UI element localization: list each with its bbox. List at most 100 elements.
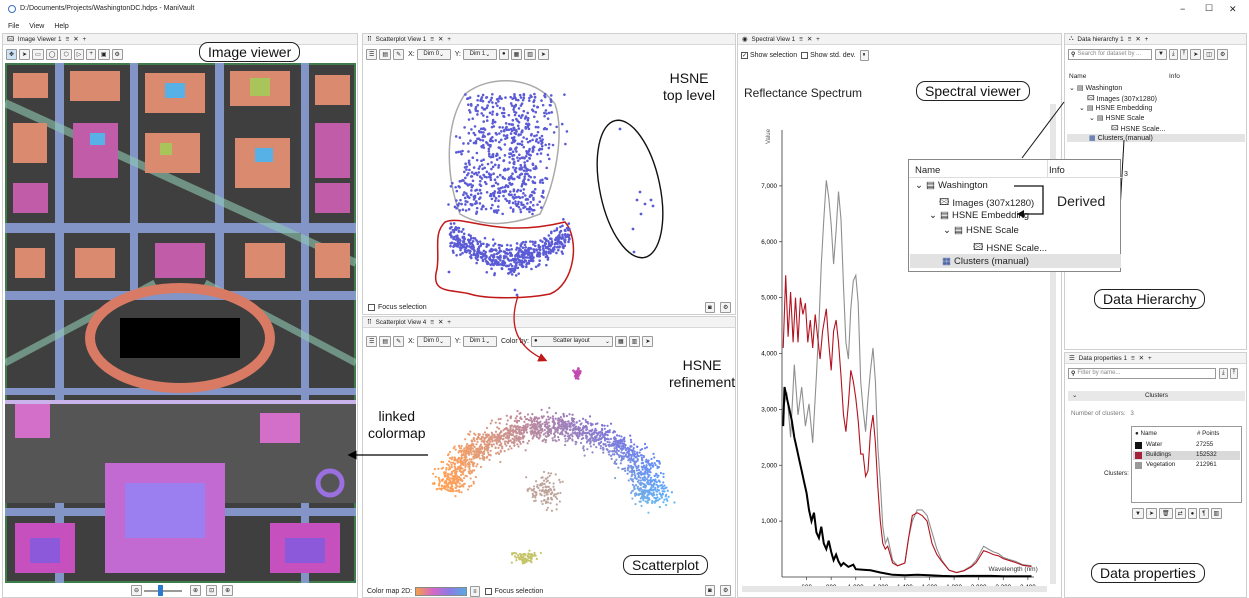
menu-icon[interactable]: ≡ — [430, 318, 434, 326]
add-icon[interactable]: + — [1144, 35, 1149, 43]
zoom-in-button[interactable]: ⊕ — [190, 585, 202, 596]
expand-button[interactable]: ⤓ — [1168, 48, 1178, 60]
tree-item-hsne-scale[interactable]: ⌄ ▤ HSNE Scale — [1089, 114, 1145, 123]
tree-item-images[interactable]: 🖾 Images (307x1280) — [1087, 95, 1157, 103]
close-icon[interactable]: ✕ — [437, 318, 444, 326]
maximize-button[interactable]: ☐ — [1205, 3, 1214, 13]
invert-button[interactable]: ▣ — [97, 48, 110, 60]
screenshot-icon[interactable]: ◙ — [705, 585, 715, 596]
color-cluster-button[interactable]: ● — [1187, 508, 1198, 519]
settings-icon[interactable]: ⚙ — [720, 302, 732, 313]
menu-icon[interactable]: ≡ — [65, 35, 70, 43]
zoom-out-button[interactable]: ⊖ — [131, 585, 143, 596]
add-icon[interactable]: + — [447, 35, 451, 43]
focus-selection-checkbox[interactable] — [484, 588, 492, 595]
vertical-scrollbar[interactable] — [1050, 104, 1056, 584]
close-icon[interactable]: ✕ — [1135, 35, 1141, 43]
zoom-slider-handle[interactable] — [158, 585, 163, 596]
screenshot-icon[interactable]: ◙ — [705, 302, 715, 313]
plot-settings-button[interactable]: ▦ — [614, 335, 627, 347]
select-button[interactable]: ➤ — [642, 335, 654, 347]
merge-cluster-button[interactable]: ⇄ — [1174, 508, 1186, 519]
x-dim-select[interactable]: Dim 0 ⌄ — [416, 48, 451, 60]
add-icon[interactable]: + — [447, 318, 451, 326]
circle-tool-button[interactable]: ◯ — [45, 48, 59, 60]
menu-icon[interactable]: ≡ — [1127, 35, 1132, 43]
cluster-row[interactable]: Vegetation 212961 — [1133, 461, 1240, 470]
brush-button[interactable]: ✎ — [393, 48, 405, 60]
search-field[interactable]: ⚲ Search for dataset by ... — [1068, 48, 1152, 60]
view-button[interactable]: ◫ — [1203, 48, 1215, 60]
y-dim-select[interactable]: Dim 1 ⌄ — [462, 48, 497, 60]
spectral-tab[interactable]: ◉ Spectral View 1 ≡ ✕ + — [738, 34, 1061, 45]
horizontal-scrollbar[interactable] — [742, 586, 1047, 592]
close-icon[interactable]: ✕ — [1138, 354, 1144, 362]
select-button[interactable]: ➤ — [1190, 48, 1202, 60]
image-viewer-tab[interactable]: 🖾 Image Viewer 1 ≡ ✕ + — [3, 34, 357, 45]
menu-icon[interactable]: ≡ — [430, 35, 434, 43]
brush-button[interactable]: ✎ — [393, 335, 405, 347]
filter-button[interactable]: ▼ — [1155, 48, 1167, 60]
expand-all-button[interactable]: ⤓ — [1219, 367, 1228, 379]
render-mode-button[interactable]: ▤ — [379, 48, 392, 60]
points-column-header[interactable]: # Points — [1197, 430, 1220, 437]
tree-item-washington[interactable]: ⌄ ▤ Washington — [1069, 84, 1123, 93]
close-icon[interactable]: ✕ — [437, 35, 444, 43]
tree-item-clusters[interactable]: ▦ Clusters (manual) — [1067, 134, 1245, 142]
scatterplot-1-canvas[interactable] — [365, 64, 733, 300]
settings-icon[interactable]: ⚙ — [720, 585, 732, 596]
colormap-select[interactable] — [415, 587, 468, 596]
menu-file[interactable]: File — [8, 22, 20, 30]
close-button[interactable]: ✕ — [1229, 4, 1237, 14]
menu-help[interactable]: Help — [54, 22, 69, 30]
color-button[interactable]: ● — [498, 48, 509, 60]
spectral-settings-button[interactable]: ⏸ — [859, 49, 869, 61]
add-icon[interactable]: + — [1147, 354, 1152, 362]
settings-button[interactable]: ⚙ — [1216, 48, 1229, 60]
menu-view[interactable]: View — [29, 22, 45, 30]
collapse-all-button[interactable]: ⤒ — [1229, 367, 1239, 379]
name-column-header[interactable]: Name — [1069, 73, 1087, 80]
cluster-row[interactable]: Water 27255 — [1133, 441, 1240, 450]
prefix-cluster-button[interactable]: ¶ — [1199, 508, 1209, 519]
lasso-tool-button[interactable]: ⬡ — [60, 48, 72, 60]
add-icon[interactable]: + — [816, 35, 820, 43]
cluster-row[interactable]: Buildings 152532 — [1133, 451, 1240, 460]
focus-selection-checkbox[interactable] — [368, 304, 375, 311]
x-dim-select[interactable]: Dim 0 ⌄ — [416, 335, 451, 347]
show-selection-checkbox[interactable]: ✓ — [741, 51, 748, 59]
menu-icon[interactable]: ≡ — [1130, 354, 1135, 362]
subset-button[interactable]: ▥ — [524, 48, 536, 60]
colormap-options-button[interactable]: ≡ — [470, 586, 480, 597]
info-column-header[interactable]: Info — [1169, 73, 1180, 80]
plot-settings-button[interactable]: ▦ — [510, 48, 523, 60]
filter-cluster-button[interactable]: ▼ — [1132, 508, 1144, 519]
scatterplot-1-tab[interactable]: ⠿ Scatterplot View 1 ≡ ✕ + — [363, 34, 735, 45]
sample-tool-button[interactable]: + — [86, 48, 96, 60]
subset-button[interactable]: ▥ — [628, 335, 641, 347]
render-mode-button[interactable]: ▤ — [379, 335, 392, 347]
dataset-button[interactable]: ☰ — [366, 48, 378, 60]
hierarchy-tab[interactable]: ⛬ Data hierarchy 1 ≡ ✕ + — [1065, 34, 1246, 45]
close-icon[interactable]: ✕ — [73, 35, 79, 43]
filter-field[interactable]: ⚲ Filter by name... — [1068, 367, 1216, 379]
pan-tool-button[interactable]: ✥ — [6, 48, 18, 60]
zoom-slider[interactable] — [144, 590, 182, 592]
collapse-button[interactable]: ⤒ — [1179, 48, 1189, 60]
select-button[interactable]: ➤ — [537, 48, 549, 60]
menu-icon[interactable]: ≡ — [799, 35, 803, 43]
zoom-reset-button[interactable]: ⊕ — [222, 585, 234, 596]
settings-button[interactable]: ⚙ — [111, 48, 123, 60]
tree-item-hsne-embedding[interactable]: ⌄ ▤ HSNE Embedding — [1079, 104, 1153, 113]
subset-cluster-button[interactable]: ▥ — [1210, 508, 1223, 519]
add-icon[interactable]: + — [82, 35, 87, 43]
scatterplot-4-tab[interactable]: ⠿ Scatterplot View 4 ≡ ✕ + — [363, 317, 735, 328]
y-dim-select[interactable]: Dim 1 ⌄ — [462, 335, 497, 347]
clusters-section-header[interactable]: ⌄ Clusters — [1068, 391, 1245, 401]
delete-cluster-button[interactable]: 🗑 — [1158, 508, 1173, 519]
polygon-tool-button[interactable]: ▷ — [73, 48, 85, 60]
scatterplot-4-canvas[interactable] — [365, 353, 733, 581]
select-tool-button[interactable]: ➤ — [19, 48, 31, 60]
dataset-button[interactable]: ☰ — [366, 335, 378, 347]
color-by-select[interactable]: ● Scatter layout ⌄ — [530, 335, 613, 347]
